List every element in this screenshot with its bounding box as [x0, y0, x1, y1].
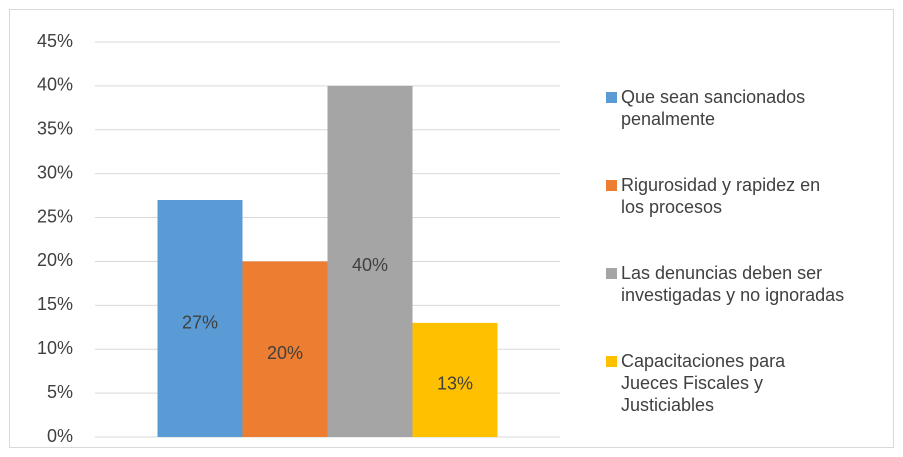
y-tick-label: 35% — [37, 119, 73, 139]
legend-label: Capacitaciones para Jueces Fiscales y Ju… — [621, 351, 786, 415]
y-tick-label: 25% — [37, 206, 73, 226]
y-tick-label: 10% — [37, 338, 73, 358]
y-tick-label: 40% — [37, 75, 73, 95]
legend-item: Rigurosidad y rapidez en los procesos — [606, 174, 846, 262]
y-tick-label: 15% — [37, 294, 73, 314]
legend-item: Que sean sancionados penalmente — [606, 86, 846, 174]
bar — [327, 85, 413, 437]
bar — [157, 200, 243, 437]
y-tick-label: 5% — [47, 382, 73, 402]
y-tick-label: 30% — [37, 162, 73, 182]
legend-swatch — [606, 356, 617, 367]
data-label: 40% — [352, 255, 388, 275]
legend-item: Las denuncias deben ser investigadas y n… — [606, 262, 846, 350]
legend-swatch — [606, 268, 617, 279]
legend-swatch — [606, 92, 617, 103]
y-tick-label: 0% — [47, 426, 73, 446]
legend-swatch — [606, 180, 617, 191]
data-label: 13% — [437, 374, 473, 394]
legend-label: Las denuncias deben ser investigadas y n… — [621, 263, 845, 305]
data-label: 27% — [182, 312, 218, 332]
bar — [242, 261, 328, 437]
data-label: 20% — [267, 343, 303, 363]
chart-border — [9, 9, 894, 448]
y-tick-label: 45% — [37, 31, 73, 51]
legend-label: Rigurosidad y rapidez en los procesos — [621, 175, 821, 217]
legend-item: Capacitaciones para Jueces Fiscales y Ju… — [606, 350, 846, 438]
bar — [412, 322, 498, 437]
legend-label: Que sean sancionados penalmente — [621, 87, 806, 129]
legend: Que sean sancionados penalmente Rigurosid… — [606, 86, 846, 438]
y-tick-label: 20% — [37, 250, 73, 270]
